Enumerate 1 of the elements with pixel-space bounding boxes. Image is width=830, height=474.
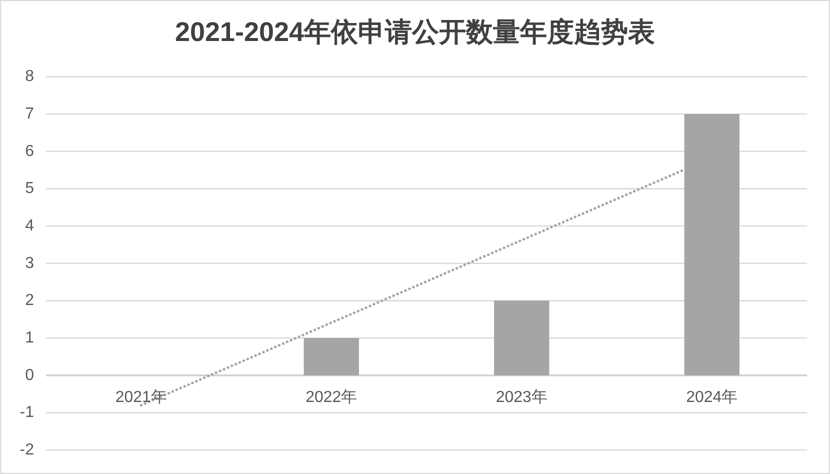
title: 2021-2024年依申请公开数量年度趋势表	[174, 17, 656, 47]
